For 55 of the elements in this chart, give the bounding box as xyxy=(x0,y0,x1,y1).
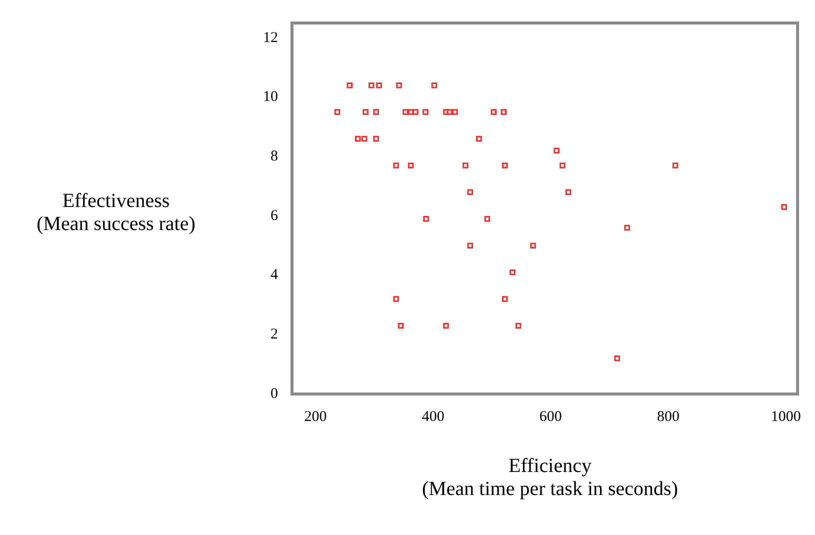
point xyxy=(462,162,468,168)
point xyxy=(443,322,449,329)
y-tick-label: 10 xyxy=(263,89,278,106)
x-axis-title: Efficiency (Mean time per task in seconds) xyxy=(420,455,680,501)
point xyxy=(781,204,787,210)
point xyxy=(515,322,522,329)
point xyxy=(393,162,399,168)
point xyxy=(614,356,620,362)
x-tick-label: 200 xyxy=(304,408,327,425)
point xyxy=(408,162,414,168)
point xyxy=(373,109,379,115)
point xyxy=(672,162,678,168)
x-tick-label: 400 xyxy=(422,408,444,425)
point xyxy=(452,109,458,115)
point xyxy=(402,109,408,115)
y-tick-label: 2 xyxy=(270,326,278,343)
point xyxy=(565,189,572,196)
y-axis-title: Effectiveness (Mean success rate) xyxy=(36,190,196,236)
x-tick-label: 600 xyxy=(539,408,562,425)
point xyxy=(510,269,516,276)
point xyxy=(467,242,473,248)
point xyxy=(412,109,418,115)
x-tick-label: 800 xyxy=(656,408,680,425)
y-tick-label: 6 xyxy=(270,208,278,224)
point xyxy=(334,109,340,115)
point xyxy=(346,82,352,88)
point xyxy=(361,136,368,142)
point xyxy=(431,82,438,88)
point xyxy=(393,296,399,302)
point xyxy=(354,136,361,142)
point xyxy=(560,162,566,168)
y-tick-label: 0 xyxy=(270,386,278,402)
x-tick-label: 1000 xyxy=(770,408,801,425)
point xyxy=(396,82,402,88)
point xyxy=(502,296,508,302)
point xyxy=(467,189,473,196)
y-tick-label: 4 xyxy=(270,267,278,284)
y-tick-label: 12 xyxy=(263,30,278,46)
point xyxy=(423,216,429,222)
point xyxy=(500,109,507,115)
point xyxy=(376,82,382,88)
point xyxy=(446,109,452,115)
point xyxy=(530,242,536,248)
point xyxy=(624,224,630,231)
point xyxy=(422,109,428,115)
point xyxy=(490,109,497,115)
point xyxy=(554,148,560,154)
point xyxy=(484,216,490,222)
point xyxy=(373,136,379,142)
point xyxy=(368,82,374,88)
y-tick-label: 8 xyxy=(270,148,278,164)
point xyxy=(502,162,508,168)
point xyxy=(476,136,482,142)
point xyxy=(398,322,404,329)
point xyxy=(362,109,368,115)
